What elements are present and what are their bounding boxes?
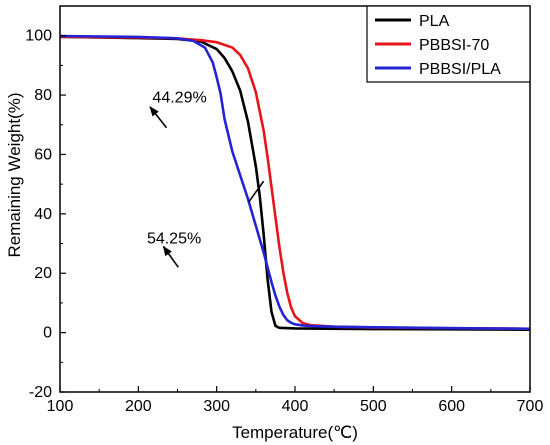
x-tick-label: 300 — [203, 398, 230, 415]
y-tick-label: 40 — [34, 206, 52, 223]
annotation-arrow-1 — [162, 245, 179, 268]
y-tick-label: 60 — [34, 146, 52, 163]
x-tick-label: 600 — [438, 398, 465, 415]
x-axis-title: Temperature(℃) — [232, 423, 358, 442]
x-tick-label: 700 — [517, 398, 544, 415]
legend-label-2: PBBSI/PLA — [419, 61, 501, 78]
x-tick-label: 400 — [282, 398, 309, 415]
annotation-label-1: 54.25% — [147, 231, 201, 248]
y-tick-label: 20 — [34, 265, 52, 282]
x-tick-label: 100 — [47, 398, 74, 415]
annotation-label-0: 44.29% — [152, 90, 206, 107]
series-line-2 — [59, 34, 531, 331]
legend-label-1: PBBSI-70 — [419, 37, 489, 54]
series-layer — [59, 34, 531, 331]
annotation-arrow-0 — [149, 106, 168, 129]
legend-label-0: PLA — [419, 13, 450, 30]
legend: PLA PBBSI-70 PBBSI/PLA — [366, 5, 531, 83]
y-axis-title: Remaining Weight(%) — [5, 92, 24, 257]
y-tick-label: 0 — [43, 325, 52, 342]
series-line-0 — [59, 35, 531, 331]
y-tick-label: 80 — [34, 87, 52, 104]
annotation-layer: 44.29% 54.25% — [147, 90, 265, 268]
x-tick-label: 500 — [360, 398, 387, 415]
x-tick-label: 200 — [125, 398, 152, 415]
axes-layer: 100 200 300 400 500 600 700 -20 0 20 40 60 80 100 — [25, 5, 544, 415]
y-tick-label: 100 — [25, 28, 52, 45]
y-tick-label: -20 — [29, 384, 52, 401]
annotation-arrow-2 — [248, 180, 265, 203]
